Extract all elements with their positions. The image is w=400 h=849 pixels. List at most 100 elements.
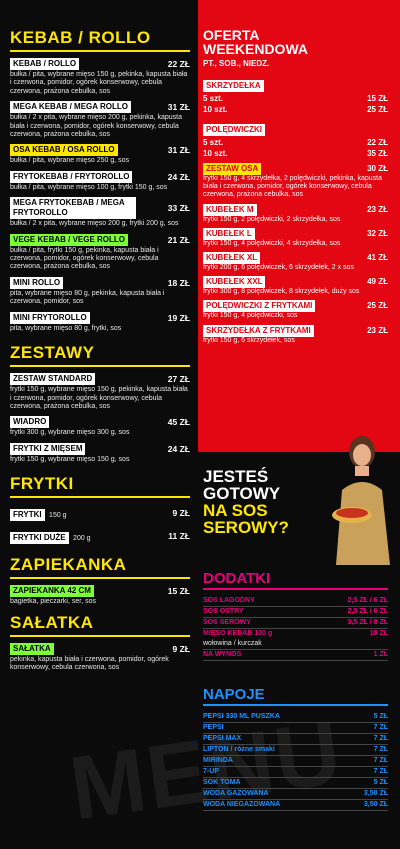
weekend-item: POLĘDWICZKI Z FRYTKAMI 25 ZŁ frytki 150 g…: [203, 300, 388, 320]
frytki-section-title: FRYTKI: [10, 474, 190, 499]
napoje-row: WODA NIEGAZOWANA 3,50 ZŁ: [203, 800, 388, 811]
item-price: 30 ZŁ: [367, 164, 388, 173]
row-price: 5 ZŁ: [373, 779, 388, 786]
zapiekanka-section-title: ZAPIEKANKA: [10, 555, 190, 580]
item-name: ZAPIEKANKA 42 CM: [10, 585, 94, 598]
item-desc: bułka / pita, wybrane mięso 250 g, sos: [10, 157, 130, 165]
napoje-row: 7-UP 7 ZŁ: [203, 767, 388, 778]
dodatki-title: DODATKI: [203, 570, 388, 590]
row-label: 5 szt.: [203, 94, 224, 103]
row-name: NA WYNOS: [203, 651, 242, 658]
menu-item: SAŁATKA 9 ZŁ pekinka, kapusta biała i cze…: [10, 642, 190, 673]
row-label: 10 szt.: [203, 149, 228, 158]
item-price: 22 ZŁ: [167, 59, 190, 69]
promo-line3: NA SOS: [203, 501, 268, 520]
napoje-row: WODA GAZOWANA 3,50 ZŁ: [203, 789, 388, 800]
item-price: 32 ZŁ: [367, 228, 388, 238]
item-price: 31 ZŁ: [167, 145, 190, 156]
dodatki-row: SOS OSTRY 2,5 ZŁ / 6 ZŁ: [203, 607, 388, 618]
row-price: 2,5 ZŁ / 6 ZŁ: [347, 597, 388, 604]
row-name: SOK TOMA: [203, 779, 241, 786]
item-desc: bułka / 2 x pita, wybrane mięso 200 g, p…: [10, 114, 182, 139]
item-desc: frytki 200 g, 6 polędwiczek, 6 skrzydełe…: [203, 264, 354, 272]
row-name: WODA GAZOWANA: [203, 790, 269, 797]
item-price: 11 ZŁ: [168, 531, 190, 542]
weekend-title-line2: WEEKENDOWA: [203, 41, 308, 57]
item-desc: bułka / pita, wybrane mięso 100 g, frytk…: [10, 183, 168, 191]
item-price: 45 ZŁ: [167, 417, 190, 428]
item-desc: pita, wybrane mięso 80 g, pekinka, kapus…: [10, 289, 165, 306]
row-label: 10 szt.: [203, 105, 228, 114]
item-price: 24 ZŁ: [167, 171, 190, 182]
item-weight: 200 g: [73, 535, 91, 543]
dodatki-section: DODATKI SOS ŁAGODNY 2,5 ZŁ / 6 ZŁ SOS OST…: [203, 570, 388, 661]
row-price: 1 ZŁ: [373, 651, 388, 658]
promo-line1: JESTEŚ: [203, 467, 269, 486]
item-name: KEBAB / ROLLO: [10, 58, 80, 70]
item-price: 9 ZŁ: [172, 508, 190, 519]
item-desc: frytki 150 g, 4 skrzydełka, 2 polędwiczk…: [203, 175, 382, 199]
row-price: 10 ZŁ: [369, 630, 388, 637]
row-price: 15 ZŁ: [367, 94, 388, 103]
menu-item: MEGA KEBAB / MEGA ROLLO 31 ZŁ bułka / 2 x…: [10, 101, 190, 139]
item-name: FRYTKI DUŻE: [10, 532, 69, 545]
row-price: 7 ZŁ: [373, 768, 388, 775]
item-desc: pekinka, kapusta biała i czerwona, pomid…: [10, 655, 169, 671]
item-desc: frytki 150 g, 2 polędwiczki, 2 skrzydełk…: [203, 215, 341, 223]
left-column: KEBAB / ROLLO KEBAB / ROLLO 22 ZŁ bułka /…: [10, 28, 190, 677]
right-column: OFERTA WEEKENDOWA PT., SOB., NIEDZ. SKRZ…: [203, 28, 388, 349]
row-name: 7-UP: [203, 768, 219, 775]
item-name: SAŁATKA: [10, 642, 54, 655]
item-name: SKRZYDEŁKA Z FRYTKAMI: [203, 324, 314, 337]
item-price: 9 ZŁ: [172, 643, 190, 654]
promo-block: JESTEŚ GOTOWY NA SOS SEROWY?: [203, 468, 388, 563]
napoje-row: SOK TOMA 5 ZŁ: [203, 778, 388, 789]
weekend-item: KUBEŁEK XL 41 ZŁ frytki 200 g, 6 polędwic…: [203, 252, 388, 272]
item-desc: frytki 150 g, 4 polędwiczki, 4 skrzydełk…: [203, 239, 341, 247]
napoje-row: LIPTON / różne smaki 7 ZŁ: [203, 745, 388, 756]
row-price: 2,5 ZŁ / 6 ZŁ: [347, 608, 388, 615]
item-name: FRYTKI: [10, 509, 45, 522]
menu-item: FRYTKI 150 g 9 ZŁ: [10, 504, 190, 522]
item-name: POLĘDWICZKI Z FRYTKAMI: [203, 300, 316, 313]
menu-item: ZAPIEKANKA 42 CM 15 ZŁ bagietka, pieczark…: [10, 585, 190, 606]
weekend-item: SKRZYDEŁKA Z FRYTKAMI 23 ZŁ frytki 150 g,…: [203, 324, 388, 345]
item-desc: frytki 300 g, 8 polędwiczek, 8 skrzydełe…: [203, 288, 360, 296]
menu-item: MINI FRYTOROLLO 19 ZŁ pita, wybrane mięso…: [10, 311, 190, 333]
item-desc: pita, wybrane mięso 80 g, frytki, sos: [10, 324, 122, 332]
item-name: KUBEŁEK L: [203, 227, 255, 240]
row-price: 3,50 ZŁ: [363, 801, 388, 808]
menu-item: MEGA FRYTOKEBAB / MEGA FRYTOROLLO 33 ZŁ b…: [10, 197, 190, 228]
item-desc: bułka / pita, frytki 150 g, pekinka, kap…: [10, 246, 159, 271]
napoje-section: NAPOJE PEPSI 330 ML PUSZKA 5 ZŁ PEPSI 7 ZŁ…: [203, 686, 388, 811]
item-price: 27 ZŁ: [167, 374, 190, 385]
dodatki-row: SOS ŁAGODNY 2,5 ZŁ / 6 ZŁ: [203, 596, 388, 607]
weekend-days: PT., SOB., NIEDZ.: [203, 59, 270, 68]
promo-line2: GOTOWY: [203, 484, 281, 503]
dodatki-row: MIĘSO KEBAB 100 g 10 ZŁ: [203, 629, 388, 639]
row-name: LIPTON / różne smaki: [203, 746, 275, 753]
menu-item: VEGE KEBAB / VEGE ROLLO 21 ZŁ bułka / pit…: [10, 233, 190, 272]
dodatki-row: NA WYNOS 1 ZŁ: [203, 650, 388, 661]
item-desc: frytki 150 g, wybrane mięso 150 g, sos: [10, 455, 130, 463]
weekend-item: KUBEŁEK L 32 ZŁ frytki 150 g, 4 polędwicz…: [203, 227, 388, 248]
item-name: MINI ROLLO: [10, 276, 64, 289]
item-price: 41 ZŁ: [367, 253, 388, 263]
menu-item: FRYTKI Z MIĘSEM 24 ZŁ frytki 150 g, wybra…: [10, 442, 190, 464]
row-price: 7 ZŁ: [373, 757, 388, 764]
menu-item: WIADRO 45 ZŁ frytki 300 g, wybrane mięso …: [10, 416, 190, 437]
salatka-section-title: SAŁATKA: [10, 613, 190, 637]
item-weight: 150 g: [49, 512, 67, 520]
item-desc: frytki 300 g, wybrane mięso 300 g, sos: [10, 429, 130, 437]
napoje-row: PEPSI 330 ML PUSZKA 5 ZŁ: [203, 712, 388, 723]
item-name: POLĘDWICZKI: [203, 124, 265, 136]
row-price: 22 ZŁ: [367, 138, 388, 147]
item-price: 18 ZŁ: [167, 277, 190, 288]
weekend-item: SKRZYDEŁKA 5 szt. 15 ZŁ 10 szt. 25 ZŁ: [203, 75, 388, 115]
row-price: 7 ZŁ: [373, 746, 388, 753]
row-name: PEPSI: [203, 724, 224, 731]
menu-item: FRYTKI DUŻE 200 g 11 ZŁ: [10, 527, 190, 545]
promo-model-image: [332, 436, 390, 565]
item-price: 21 ZŁ: [167, 234, 190, 245]
